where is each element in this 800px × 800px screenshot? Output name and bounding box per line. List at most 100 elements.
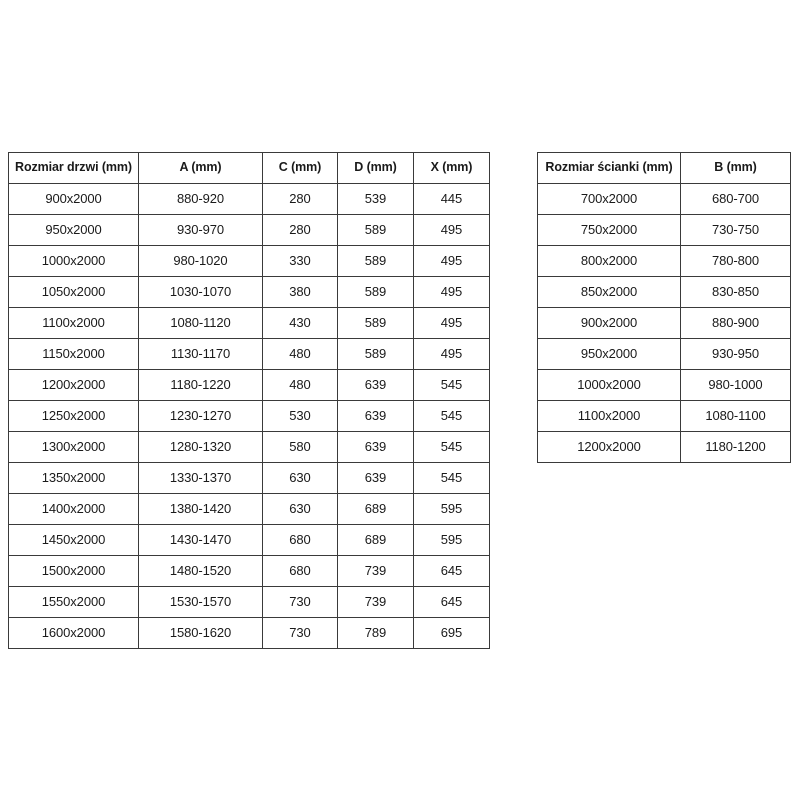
cell-door-size: 1450x2000 xyxy=(8,524,139,556)
table-row: 1250x2000 1230-1270 530 639 545 xyxy=(8,400,490,432)
cell-wall-size: 850x2000 xyxy=(537,276,681,308)
cell-door-size: 1350x2000 xyxy=(8,462,139,494)
cell-wall-size: 800x2000 xyxy=(537,245,681,277)
table-row: 950x2000 930-950 xyxy=(537,338,791,370)
cell-door-size: 900x2000 xyxy=(8,183,139,215)
cell-c: 430 xyxy=(262,307,338,339)
cell-a: 1030-1070 xyxy=(138,276,263,308)
table-row: 1000x2000 980-1020 330 589 495 xyxy=(8,245,490,277)
cell-d: 589 xyxy=(337,307,414,339)
table-header-row: Rozmiar drzwi (mm) A (mm) C (mm) D (mm) … xyxy=(8,152,490,184)
cell-b: 980-1000 xyxy=(680,369,791,401)
cell-d: 539 xyxy=(337,183,414,215)
cell-c: 380 xyxy=(262,276,338,308)
cell-d: 689 xyxy=(337,493,414,525)
column-header-c: C (mm) xyxy=(262,152,338,184)
cell-b: 730-750 xyxy=(680,214,791,246)
table-row: 1300x2000 1280-1320 580 639 545 xyxy=(8,431,490,463)
cell-x: 495 xyxy=(413,276,490,308)
cell-a: 980-1020 xyxy=(138,245,263,277)
cell-door-size: 1050x2000 xyxy=(8,276,139,308)
table-row: 1200x2000 1180-1200 xyxy=(537,431,791,463)
cell-a: 1480-1520 xyxy=(138,555,263,587)
cell-x: 545 xyxy=(413,462,490,494)
cell-a: 1280-1320 xyxy=(138,431,263,463)
door-table-header: Rozmiar drzwi (mm) A (mm) C (mm) D (mm) … xyxy=(8,152,490,184)
cell-a: 1230-1270 xyxy=(138,400,263,432)
cell-c: 730 xyxy=(262,617,338,649)
cell-c: 630 xyxy=(262,462,338,494)
cell-wall-size: 900x2000 xyxy=(537,307,681,339)
column-header-wall-size: Rozmiar ścianki (mm) xyxy=(537,152,681,184)
table-row: 950x2000 930-970 280 589 495 xyxy=(8,214,490,246)
cell-b: 1080-1100 xyxy=(680,400,791,432)
cell-door-size: 1550x2000 xyxy=(8,586,139,618)
table-row: 800x2000 780-800 xyxy=(537,245,791,277)
cell-b: 1180-1200 xyxy=(680,431,791,463)
table-row: 1100x2000 1080-1100 xyxy=(537,400,791,432)
cell-c: 580 xyxy=(262,431,338,463)
table-row: 900x2000 880-900 xyxy=(537,307,791,339)
cell-d: 789 xyxy=(337,617,414,649)
wall-table-body: 700x2000 680-700 750x2000 730-750 800x2000 78… xyxy=(537,183,791,463)
cell-c: 280 xyxy=(262,183,338,215)
table-row: 1100x2000 1080-1120 430 589 495 xyxy=(8,307,490,339)
cell-c: 680 xyxy=(262,555,338,587)
cell-c: 630 xyxy=(262,493,338,525)
cell-c: 480 xyxy=(262,338,338,370)
table-row: 1500x2000 1480-1520 680 739 645 xyxy=(8,555,490,587)
cell-x: 495 xyxy=(413,307,490,339)
cell-door-size: 950x2000 xyxy=(8,214,139,246)
cell-c: 530 xyxy=(262,400,338,432)
cell-x: 495 xyxy=(413,245,490,277)
cell-a: 930-970 xyxy=(138,214,263,246)
table-row: 1400x2000 1380-1420 630 689 595 xyxy=(8,493,490,525)
cell-x: 695 xyxy=(413,617,490,649)
cell-b: 930-950 xyxy=(680,338,791,370)
cell-c: 330 xyxy=(262,245,338,277)
cell-x: 545 xyxy=(413,400,490,432)
table-row: 1350x2000 1330-1370 630 639 545 xyxy=(8,462,490,494)
table-row: 1200x2000 1180-1220 480 639 545 xyxy=(8,369,490,401)
cell-c: 480 xyxy=(262,369,338,401)
door-table-body: 900x2000 880-920 280 539 445 950x2000 930-970 2… xyxy=(8,183,490,649)
cell-a: 1130-1170 xyxy=(138,338,263,370)
table-row: 1150x2000 1130-1170 480 589 495 xyxy=(8,338,490,370)
cell-b: 780-800 xyxy=(680,245,791,277)
door-size-table: Rozmiar drzwi (mm) A (mm) C (mm) D (mm) … xyxy=(8,152,490,649)
cell-wall-size: 700x2000 xyxy=(537,183,681,215)
cell-x: 595 xyxy=(413,493,490,525)
cell-d: 639 xyxy=(337,431,414,463)
table-row: 1050x2000 1030-1070 380 589 495 xyxy=(8,276,490,308)
cell-x: 495 xyxy=(413,214,490,246)
table-row: 1600x2000 1580-1620 730 789 695 xyxy=(8,617,490,649)
cell-door-size: 1250x2000 xyxy=(8,400,139,432)
column-header-d: D (mm) xyxy=(337,152,414,184)
cell-d: 589 xyxy=(337,338,414,370)
cell-door-size: 1000x2000 xyxy=(8,245,139,277)
cell-wall-size: 1100x2000 xyxy=(537,400,681,432)
table-row: 700x2000 680-700 xyxy=(537,183,791,215)
column-header-door-size: Rozmiar drzwi (mm) xyxy=(8,152,139,184)
cell-c: 280 xyxy=(262,214,338,246)
cell-a: 1530-1570 xyxy=(138,586,263,618)
table-header-row: Rozmiar ścianki (mm) B (mm) xyxy=(537,152,791,184)
cell-d: 639 xyxy=(337,400,414,432)
column-header-a: A (mm) xyxy=(138,152,263,184)
cell-wall-size: 1200x2000 xyxy=(537,431,681,463)
cell-door-size: 1400x2000 xyxy=(8,493,139,525)
cell-d: 589 xyxy=(337,276,414,308)
column-header-x: X (mm) xyxy=(413,152,490,184)
cell-x: 595 xyxy=(413,524,490,556)
cell-door-size: 1500x2000 xyxy=(8,555,139,587)
table-row: 1550x2000 1530-1570 730 739 645 xyxy=(8,586,490,618)
cell-wall-size: 950x2000 xyxy=(537,338,681,370)
cell-a: 1330-1370 xyxy=(138,462,263,494)
cell-door-size: 1200x2000 xyxy=(8,369,139,401)
table-row: 850x2000 830-850 xyxy=(537,276,791,308)
cell-a: 1080-1120 xyxy=(138,307,263,339)
cell-d: 689 xyxy=(337,524,414,556)
cell-x: 495 xyxy=(413,338,490,370)
table-row: 1450x2000 1430-1470 680 689 595 xyxy=(8,524,490,556)
